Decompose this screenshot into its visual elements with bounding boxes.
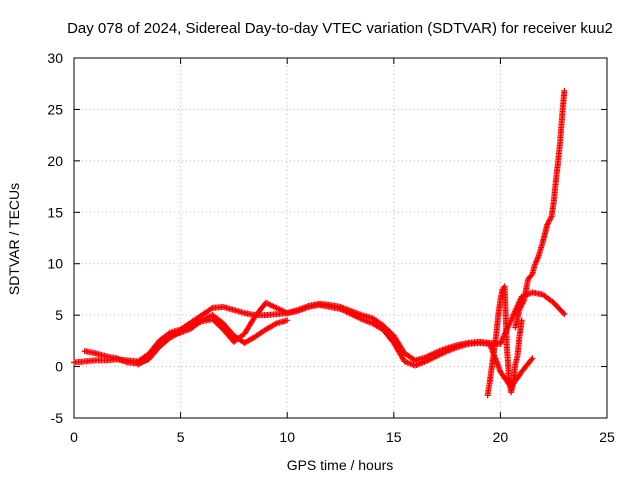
y-tick-label: 20 (47, 153, 63, 169)
series-track-b (81, 299, 536, 391)
x-tick-label: 10 (279, 429, 295, 445)
y-tick-label: 0 (55, 359, 63, 375)
x-tick-label: 5 (177, 429, 185, 445)
data-point (284, 317, 291, 324)
y-tick-label: 5 (55, 307, 63, 323)
series-track-c (135, 312, 291, 368)
data-point (561, 311, 568, 318)
axis-ticks (73, 57, 608, 419)
y-tick-label: 10 (47, 256, 63, 272)
x-tick-label: 25 (599, 429, 615, 445)
x-tick-label: 20 (493, 429, 509, 445)
series-track-d (484, 283, 525, 399)
data-point (272, 321, 279, 328)
y-tick-label: 15 (47, 204, 63, 220)
data-point (561, 87, 568, 94)
data-points (71, 87, 568, 399)
chart-title: Day 078 of 2024, Sidereal Day-to-day VTE… (67, 20, 613, 37)
y-axis-label: SDTVAR / TECUs (6, 183, 22, 295)
y-tick-labels: -5 0 5 10 15 20 25 30 (47, 50, 63, 426)
series-track-e (512, 87, 568, 331)
y-tick-label: 25 (47, 101, 63, 117)
plot-frame (73, 57, 608, 419)
x-axis-label: GPS time / hours (287, 457, 394, 473)
data-point (529, 355, 536, 362)
x-tick-labels: 0 5 10 15 20 25 (70, 429, 615, 445)
data-point (560, 310, 567, 316)
y-tick-label: -5 (51, 410, 64, 426)
x-tick-label: 15 (386, 429, 402, 445)
x-tick-label: 0 (70, 429, 78, 445)
data-point (528, 356, 535, 363)
y-tick-label: 30 (47, 50, 63, 66)
